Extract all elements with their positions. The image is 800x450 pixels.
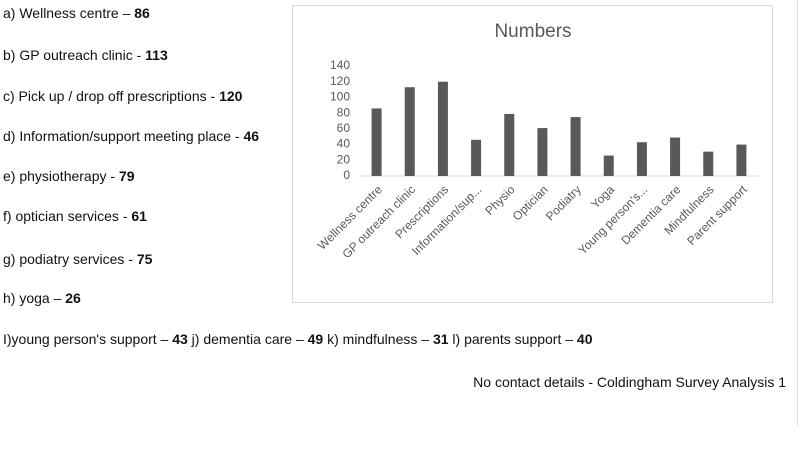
bar <box>437 81 448 176</box>
list-line: I)young person's support – 43 j) dementi… <box>3 331 593 347</box>
list-line: c) Pick up / drop off prescriptions - 12… <box>3 88 242 104</box>
y-tick-label: 60 <box>337 121 351 135</box>
item-value: 113 <box>145 47 168 63</box>
item-value: 61 <box>131 208 147 224</box>
bar <box>504 113 515 176</box>
item-value: 75 <box>136 251 153 267</box>
item-label: j) dementia care – <box>187 331 308 347</box>
list-line: g) podiatry services - 75 <box>3 251 152 267</box>
item-value: 79 <box>118 168 135 184</box>
y-tick-label: 80 <box>337 105 351 119</box>
list-line: b) GP outreach clinic - 113 <box>3 47 168 63</box>
bar <box>371 108 382 176</box>
bar <box>404 87 415 176</box>
chart-frame <box>292 5 773 303</box>
item-label: g) podiatry services - <box>3 251 137 267</box>
bar <box>636 142 647 176</box>
item-value: 120 <box>219 88 243 104</box>
y-tick-label: 100 <box>330 90 350 104</box>
item-label: b) GP outreach clinic - <box>3 47 146 63</box>
y-tick-label: 0 <box>343 168 350 182</box>
bar <box>603 155 614 176</box>
bar <box>570 117 581 176</box>
list-line: e) physiotherapy - 79 <box>3 168 135 184</box>
item-label: d) Information/support meeting place - <box>3 128 244 144</box>
item-value: 46 <box>243 128 260 144</box>
item-value: 43 <box>172 331 188 347</box>
item-value: 40 <box>576 331 593 347</box>
bar <box>537 128 548 176</box>
y-tick-label: 140 <box>330 58 350 72</box>
y-tick-label: 120 <box>330 74 350 88</box>
y-tick-label: 40 <box>337 137 351 151</box>
list-line: f) optician services - 61 <box>3 208 147 224</box>
edge <box>797 0 798 426</box>
footer: No contact details - Coldingham Survey A… <box>473 374 786 390</box>
bar <box>471 139 482 176</box>
item-value: 26 <box>65 290 81 306</box>
list-line: h) yoga – 26 <box>3 290 81 306</box>
item-label: c) Pick up / drop off prescriptions - <box>3 88 220 104</box>
item-label: a) Wellness centre – <box>3 5 135 21</box>
item-label: e) physiotherapy - <box>3 168 119 184</box>
item-label: h) yoga – <box>3 290 66 306</box>
y-tick-label: 20 <box>337 152 351 166</box>
list-line: d) Information/support meeting place - 4… <box>3 128 259 144</box>
bar <box>703 151 714 176</box>
item-value: 31 <box>432 331 449 347</box>
bar <box>736 144 747 176</box>
list-line: a) Wellness centre – 86 <box>3 5 150 21</box>
chart-title: Numbers <box>494 21 571 42</box>
item-value: 49 <box>307 331 324 347</box>
item-label: f) optician services - <box>3 208 132 224</box>
item-label: k) mindfulness – <box>323 331 433 347</box>
item-label: I)young person's support – <box>3 331 173 347</box>
item-value: 86 <box>134 5 150 21</box>
item-label: l) parents support – <box>448 331 577 347</box>
bar <box>670 137 681 176</box>
